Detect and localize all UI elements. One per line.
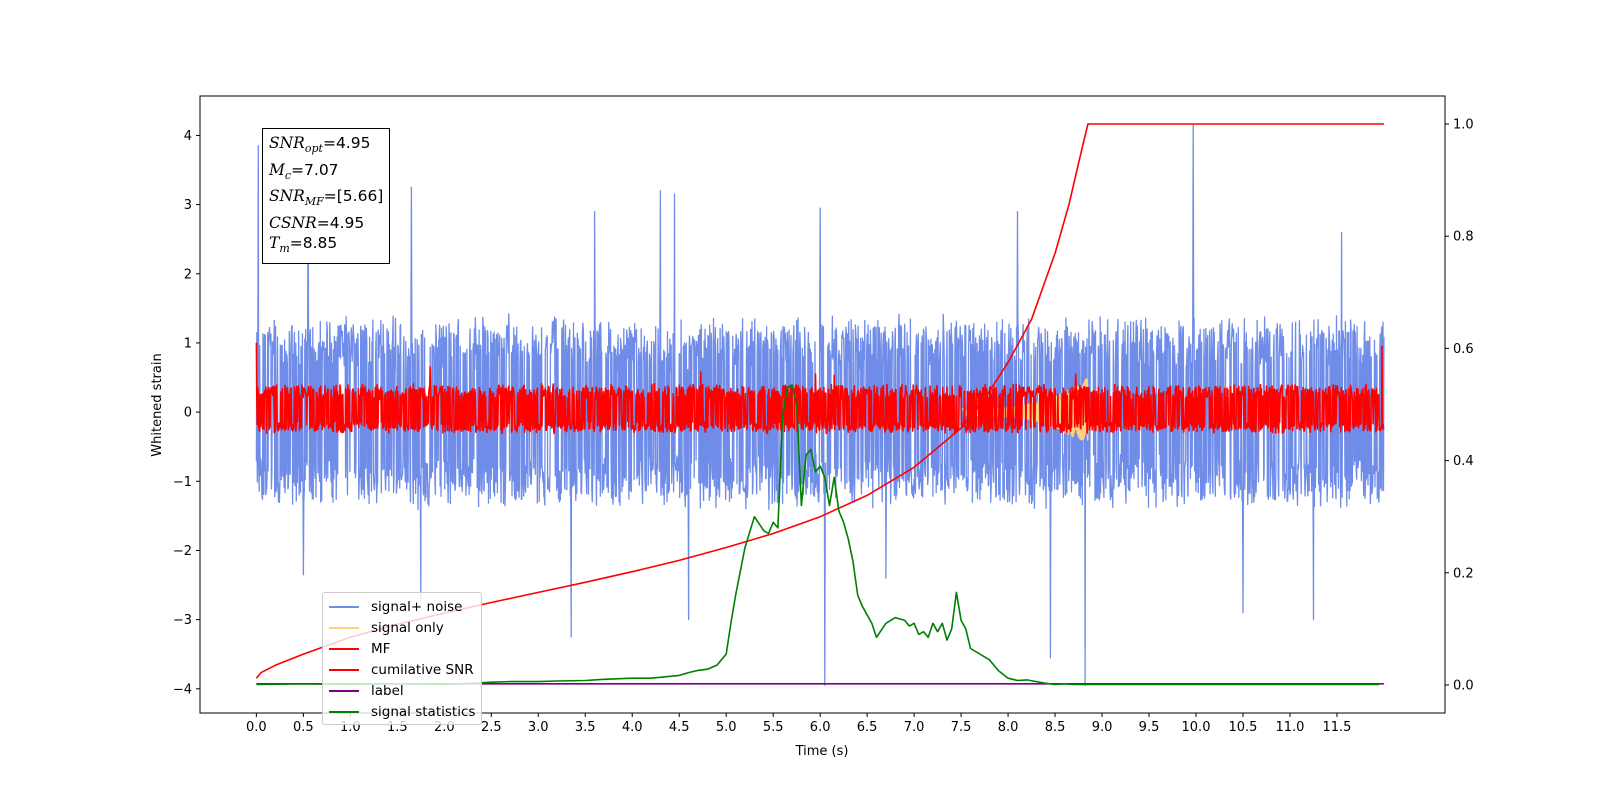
annotation-mc: Mc=7.07	[269, 160, 339, 182]
legend-item-signal-only: signal only	[329, 617, 475, 638]
y2-tick-label: 1.0	[1453, 118, 1474, 133]
x-tick-label: 9.5	[1139, 720, 1160, 735]
series-line-signal-statistics	[256, 384, 1380, 686]
x-tick-label: 10.5	[1229, 720, 1258, 735]
legend-item-signal-noise: signal+ noise	[329, 596, 475, 617]
legend-swatch	[329, 605, 359, 608]
legend-item-mf: MF	[329, 638, 475, 659]
snr-mf-value: =[5.66]	[323, 187, 384, 206]
x-tick-label: 6.0	[810, 720, 831, 735]
x-tick-label: 7.5	[951, 720, 972, 735]
y-tick-label: 4	[184, 129, 192, 144]
x-tick-label: 3.5	[575, 720, 596, 735]
legend-swatch	[329, 647, 359, 650]
legend-swatch	[329, 626, 359, 629]
y-tick-label: 2	[184, 267, 192, 282]
y-tick-label: −3	[173, 613, 192, 628]
legend-swatch	[329, 689, 359, 692]
x-tick-label: 11.5	[1322, 720, 1351, 735]
x-tick-label: 11.0	[1275, 720, 1304, 735]
x-tick-label: 5.0	[716, 720, 737, 735]
y-tick-label: 0	[184, 406, 192, 421]
x-tick-label: 8.5	[1045, 720, 1066, 735]
mc-value: =7.07	[291, 160, 339, 179]
annotation-tm: Tm=8.85	[269, 234, 338, 256]
x-tick-label: 9.0	[1092, 720, 1113, 735]
x-tick-label: 3.0	[528, 720, 549, 735]
snr-annotation-box: SNRopt=4.95 Mc=7.07 SNRMF=[5.66] CSNR=4.…	[262, 128, 391, 264]
annotation-snr-opt: SNRopt=4.95	[269, 134, 371, 156]
x-tick-label: 0.0	[246, 720, 267, 735]
x-axis-label: Time (s)	[795, 744, 849, 759]
y-tick-label: −4	[173, 682, 192, 697]
legend-label: signal+ noise	[371, 598, 463, 615]
y-tick-label: −2	[173, 544, 192, 559]
y2-tick-label: 0.6	[1453, 342, 1474, 357]
legend-label: label	[371, 682, 404, 699]
y-tick-label: −1	[173, 475, 192, 490]
legend: signal+ noise signal only MF cumilative …	[322, 592, 483, 725]
x-tick-label: 7.0	[904, 720, 925, 735]
legend-label: signal only	[371, 619, 444, 636]
legend-item-label: label	[329, 680, 475, 701]
x-tick-label: 4.0	[622, 720, 643, 735]
legend-label: cumilative SNR	[371, 661, 474, 678]
y-tick-label: 3	[184, 198, 192, 213]
x-tick-label: 8.0	[998, 720, 1019, 735]
series-line-signal-noise	[255, 124, 1385, 686]
x-tick-label: 0.5	[293, 720, 314, 735]
annotation-snr-mf: SNRMF=[5.66]	[269, 187, 384, 209]
y2-tick-label: 0.4	[1453, 454, 1474, 469]
y2-tick-label: 0.0	[1453, 678, 1474, 693]
legend-swatch	[329, 668, 359, 671]
y-tick-label: 1	[184, 336, 192, 351]
x-tick-label: 4.5	[669, 720, 690, 735]
tm-value: =8.85	[289, 234, 338, 253]
annotation-csnr: CSNR=4.95	[269, 213, 365, 232]
axes-frame	[199, 95, 1446, 714]
x-tick-label: 10.0	[1182, 720, 1211, 735]
legend-item-cumulative-snr: cumilative SNR	[329, 659, 475, 680]
series-line-mf	[255, 342, 1385, 435]
legend-label: MF	[371, 640, 391, 657]
legend-label: signal statistics	[371, 703, 476, 720]
legend-swatch	[329, 710, 359, 713]
y2-tick-label: 0.8	[1453, 230, 1474, 245]
y2-tick-label: 0.2	[1453, 566, 1474, 581]
x-tick-label: 5.5	[763, 720, 784, 735]
tick-group: 0.0 0.5 1.0 1.5 2.0 2.5 3.0 3.5 4.0 4.5 5.0 5.5 6.0 6…	[173, 118, 1474, 735]
y-axis-label: Whitened strain	[150, 353, 165, 456]
snr-opt-value: =4.95	[322, 134, 371, 152]
x-tick-label: 2.5	[481, 720, 502, 735]
legend-item-signal-statistics: signal statistics	[329, 701, 475, 722]
x-tick-label: 6.5	[857, 720, 878, 735]
csnr-value: =4.95	[316, 213, 365, 232]
